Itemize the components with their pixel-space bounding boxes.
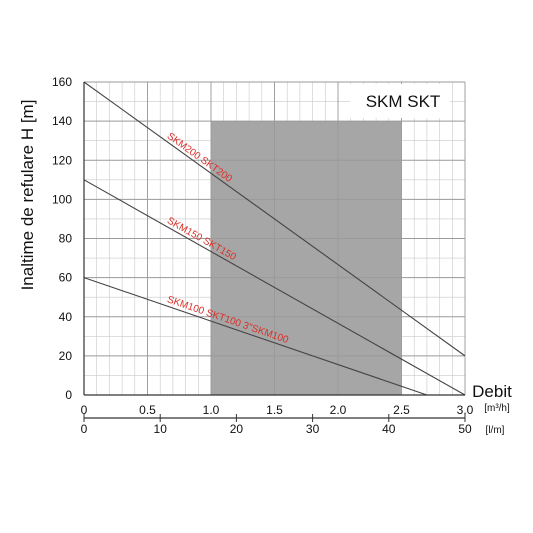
x-tick-label: 0: [81, 403, 88, 417]
x2-tick-label: 10: [154, 422, 168, 436]
y-tick-label: 60: [59, 271, 73, 285]
x-tick-label: 0.5: [139, 403, 156, 417]
x2-tick-label: 0: [81, 422, 88, 436]
x2-tick-label: 20: [230, 422, 244, 436]
series-line-skm100-skt100: [83, 277, 428, 396]
series-lines: [83, 81, 466, 396]
x-tick-label: 2.0: [330, 403, 347, 417]
major-grid: [83, 81, 466, 396]
title-box: [350, 84, 450, 118]
x2-tick-label: 50: [458, 422, 472, 436]
y-axis-label: Inaltime de refulare H [m]: [18, 100, 37, 291]
y-tick-label: 20: [59, 349, 73, 363]
x-tick-label: 3.0: [457, 403, 474, 417]
chart-title: SKM SKT: [366, 92, 441, 111]
y-tick-label: 80: [59, 232, 73, 246]
series-line-skm200-skt200: [83, 81, 466, 357]
y-tick-label: 120: [52, 153, 72, 167]
x-axis-label: Debit: [472, 382, 512, 401]
axes: [83, 82, 466, 422]
operating-range-shade: [211, 121, 402, 395]
y-tick-label: 160: [52, 75, 72, 89]
x2-tick-label: 30: [306, 422, 320, 436]
x2-tick-label: 40: [382, 422, 396, 436]
y-tick-label: 40: [59, 310, 73, 324]
x-unit-bottom: [l/m]: [486, 425, 505, 436]
x-tick-label: 1.0: [203, 403, 220, 417]
x-tick-label: 1.5: [266, 403, 283, 417]
y-tick-label: 140: [52, 114, 72, 128]
series-line-skm150-skt150: [83, 179, 466, 396]
y-tick-label: 0: [65, 388, 72, 402]
x-unit-top: [m³/h]: [484, 403, 510, 414]
x-tick-label: 2.5: [393, 403, 410, 417]
y-tick-label: 100: [52, 192, 72, 206]
